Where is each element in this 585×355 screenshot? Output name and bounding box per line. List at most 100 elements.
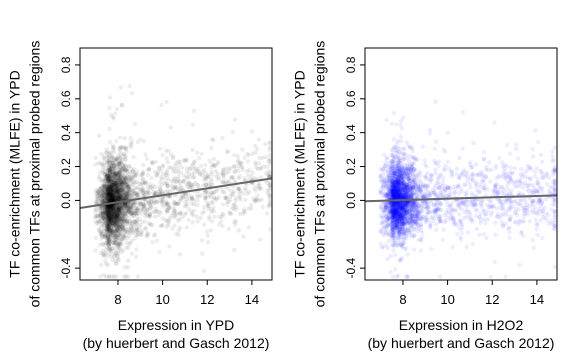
data-point (159, 182, 165, 187)
data-point (101, 176, 106, 182)
data-point (405, 274, 410, 279)
data-point (105, 213, 111, 218)
data-point (112, 173, 117, 178)
data-point (188, 165, 193, 171)
data-point (191, 202, 197, 207)
data-point (107, 177, 112, 182)
data-point (160, 204, 166, 209)
data-point (114, 261, 119, 266)
data-point (117, 176, 123, 181)
data-point (176, 201, 181, 206)
data-point (237, 174, 242, 179)
data-point (120, 157, 125, 162)
data-point (519, 167, 524, 172)
data-point (213, 168, 219, 174)
data-point (411, 247, 417, 252)
data-point (110, 188, 115, 193)
data-point (129, 175, 134, 180)
data-point (244, 187, 249, 193)
data-point (109, 215, 115, 220)
y-axis-label: TF co-enrichment (MLFE) in YPD (7, 70, 23, 277)
data-point (110, 203, 115, 209)
data-point (134, 247, 139, 252)
data-point (188, 185, 193, 190)
data-point (109, 160, 115, 166)
data-point (216, 175, 222, 180)
data-point (116, 228, 121, 234)
data-point (117, 189, 122, 194)
data-point (107, 205, 113, 210)
data-point (104, 209, 109, 215)
data-point (258, 237, 263, 242)
data-point (109, 166, 114, 171)
data-point (110, 195, 116, 200)
data-point (267, 170, 272, 176)
data-point (134, 191, 139, 196)
data-point (227, 210, 232, 215)
data-point (151, 233, 157, 238)
data-point (111, 182, 116, 188)
data-point (535, 232, 540, 238)
data-point (184, 157, 189, 162)
data-point (111, 171, 117, 176)
data-point (102, 207, 107, 213)
data-point (106, 210, 112, 215)
data-point (267, 141, 272, 146)
data-point (108, 217, 113, 222)
data-point (122, 157, 128, 162)
data-point (113, 171, 119, 177)
data-point (177, 252, 183, 257)
data-point (108, 217, 113, 222)
data-point (110, 198, 116, 203)
data-point (113, 229, 119, 234)
data-point (160, 152, 165, 158)
data-point (136, 202, 141, 207)
data-point (232, 153, 237, 158)
data-point (164, 99, 169, 105)
data-point (481, 149, 486, 155)
data-point (540, 175, 545, 180)
data-point (120, 232, 125, 237)
data-point (158, 187, 163, 193)
data-point (131, 229, 136, 234)
data-point (99, 210, 105, 215)
data-point (203, 176, 208, 181)
data-point (116, 180, 122, 185)
data-point (211, 196, 217, 201)
data-point (226, 179, 232, 184)
data-point (93, 155, 98, 161)
data-point (152, 209, 157, 215)
data-point (140, 187, 145, 192)
data-point (117, 170, 122, 175)
data-point (130, 181, 136, 187)
data-point (221, 172, 226, 177)
data-point (100, 212, 105, 217)
data-point (117, 149, 122, 154)
data-point (190, 122, 196, 127)
data-point (108, 113, 114, 118)
data-point (99, 199, 105, 204)
data-point (107, 274, 112, 279)
data-point (166, 205, 171, 210)
data-point (118, 184, 123, 189)
data-point (110, 182, 115, 188)
data-point (111, 207, 116, 212)
data-point (106, 263, 111, 268)
data-point (118, 208, 123, 213)
data-point (398, 118, 404, 124)
data-point (488, 274, 493, 279)
data-point (108, 217, 113, 222)
data-point (134, 190, 140, 196)
data-point (97, 219, 103, 224)
data-point (113, 221, 118, 227)
data-point (168, 125, 173, 130)
y-tick-label: -0.4 (59, 257, 73, 278)
data-point (257, 198, 262, 203)
data-point (110, 187, 115, 193)
data-point (118, 185, 124, 190)
data-point (267, 185, 272, 191)
data-point (141, 204, 147, 209)
data-point (109, 213, 114, 218)
data-point (433, 139, 439, 144)
data-point (220, 189, 226, 195)
